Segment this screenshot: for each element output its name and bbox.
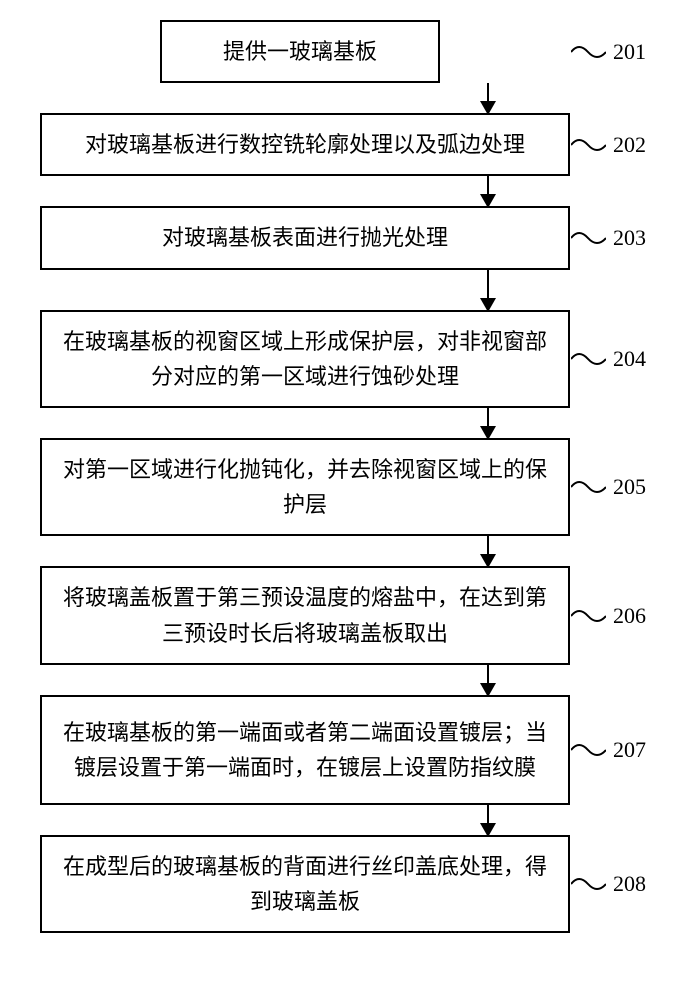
arrow-1 [487,83,489,113]
wavy-connector-3 [571,228,606,248]
step-label-1: 201 [613,39,646,65]
step-row-7: 在玻璃基板的第一端面或者第二端面设置镀层；当镀层设置于第一端面时，在镀层上设置防… [20,695,676,805]
step-box-3: 对玻璃基板表面进行抛光处理 [40,206,570,269]
step-label-7: 207 [613,737,646,763]
step-row-2: 对玻璃基板进行数控铣轮廓处理以及弧边处理 202 [20,113,676,176]
step-label-6: 206 [613,603,646,629]
arrow-6 [487,665,489,695]
wavy-connector-8 [571,874,606,894]
wavy-connector-7 [571,740,606,760]
step-row-6: 将玻璃盖板置于第三预设温度的熔盐中，在达到第三预设时长后将玻璃盖板取出 206 [20,566,676,664]
step-label-2: 202 [613,132,646,158]
step-text-7: 在玻璃基板的第一端面或者第二端面设置镀层；当镀层设置于第一端面时，在镀层上设置防… [62,715,548,785]
step-box-2: 对玻璃基板进行数控铣轮廓处理以及弧边处理 [40,113,570,176]
arrow-3 [487,270,489,310]
wavy-connector-2 [571,135,606,155]
step-box-1: 提供一玻璃基板 [160,20,440,83]
step-label-4: 204 [613,346,646,372]
step-box-8: 在成型后的玻璃基板的背面进行丝印盖底处理，得到玻璃盖板 [40,835,570,933]
step-text-4: 在玻璃基板的视窗区域上形成保护层，对非视窗部分对应的第一区域进行蚀砂处理 [62,324,548,394]
step-row-3: 对玻璃基板表面进行抛光处理 203 [20,206,676,269]
step-row-4: 在玻璃基板的视窗区域上形成保护层，对非视窗部分对应的第一区域进行蚀砂处理 204 [20,310,676,408]
step-box-6: 将玻璃盖板置于第三预设温度的熔盐中，在达到第三预设时长后将玻璃盖板取出 [40,566,570,664]
step-text-1: 提供一玻璃基板 [223,34,377,69]
wavy-connector-1 [571,42,606,62]
wavy-connector-4 [571,349,606,369]
step-text-8: 在成型后的玻璃基板的背面进行丝印盖底处理，得到玻璃盖板 [62,849,548,919]
step-row-5: 对第一区域进行化抛钝化，并去除视窗区域上的保护层 205 [20,438,676,536]
step-text-6: 将玻璃盖板置于第三预设温度的熔盐中，在达到第三预设时长后将玻璃盖板取出 [62,580,548,650]
wavy-connector-5 [571,477,606,497]
step-row-8: 在成型后的玻璃基板的背面进行丝印盖底处理，得到玻璃盖板 208 [20,835,676,933]
arrow-7 [487,805,489,835]
step-box-7: 在玻璃基板的第一端面或者第二端面设置镀层；当镀层设置于第一端面时，在镀层上设置防… [40,695,570,805]
step-text-3: 对玻璃基板表面进行抛光处理 [162,220,448,255]
arrow-5 [487,536,489,566]
step-label-8: 208 [613,871,646,897]
step-box-4: 在玻璃基板的视窗区域上形成保护层，对非视窗部分对应的第一区域进行蚀砂处理 [40,310,570,408]
wavy-connector-6 [571,606,606,626]
arrow-4 [487,408,489,438]
flowchart-container: 提供一玻璃基板 201 对玻璃基板进行数控铣轮廓处理以及弧边处理 202 对玻璃… [20,20,676,933]
step-label-3: 203 [613,225,646,251]
step-row-1: 提供一玻璃基板 201 [20,20,676,83]
step-text-2: 对玻璃基板进行数控铣轮廓处理以及弧边处理 [85,127,525,162]
step-box-5: 对第一区域进行化抛钝化，并去除视窗区域上的保护层 [40,438,570,536]
step-text-5: 对第一区域进行化抛钝化，并去除视窗区域上的保护层 [62,452,548,522]
step-label-5: 205 [613,474,646,500]
arrow-2 [487,176,489,206]
